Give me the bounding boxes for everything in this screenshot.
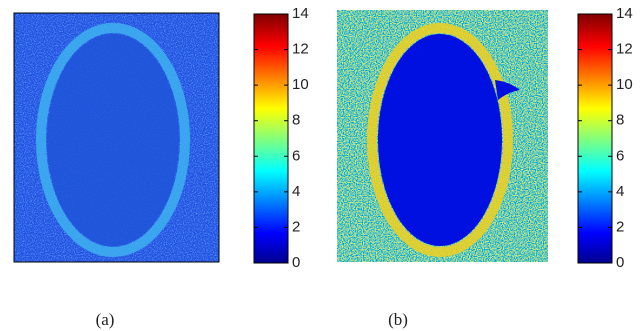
colorbar-tick-label: 10 [292, 76, 309, 93]
colorbar-tick-label: 12 [616, 41, 633, 58]
caption: (a) [96, 310, 115, 329]
colorbar-tick-label: 6 [292, 147, 300, 164]
colorbar-tick-label: 4 [616, 183, 624, 200]
colorbar-a [253, 13, 289, 264]
colorbar-tick-label: 8 [616, 112, 624, 129]
colorbar-tick-label: 10 [616, 76, 633, 93]
caption: (b) [388, 310, 408, 329]
colorbar-b [577, 13, 613, 264]
colorbar-tick-label: 0 [616, 254, 624, 271]
colorbar-tick-label: 14 [616, 5, 633, 22]
colorbar-tick-label: 14 [292, 5, 309, 22]
colorbar-tick-label: 0 [292, 254, 300, 271]
image-b [337, 10, 548, 262]
colorbar-tick-label: 4 [292, 183, 300, 200]
colorbar-tick-label: 8 [292, 112, 300, 129]
colorbar-tick-label: 2 [292, 218, 300, 235]
colorbar-tick-label: 2 [616, 218, 624, 235]
colorbar-tick-label: 6 [616, 147, 624, 164]
image-a [13, 12, 220, 263]
colorbar-tick-label: 12 [292, 41, 309, 58]
